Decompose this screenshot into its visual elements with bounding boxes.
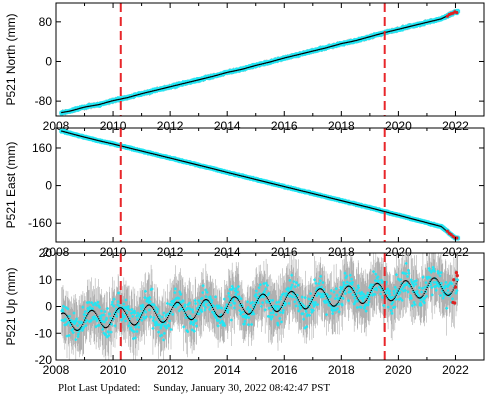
model-trace [61,11,458,114]
panel-plot-area [59,8,461,116]
panel-1: 2008 2010 2012 2014 2016 2018 2020 2022-80080P5… [4,2,485,133]
x-tick-label: 2018 [328,363,355,377]
y-tick-label: 10 [39,273,53,287]
footer: Plot Last Updated: Sunday, January 30, 2… [58,382,488,398]
recent-point [455,11,459,15]
y-tick-label: 20 [39,246,53,260]
x-tick-label: 2022 [442,119,469,133]
model-trace [61,277,458,331]
x-tick-label: 2016 [271,245,298,259]
recent-point [455,274,459,278]
x-tick-label: 2016 [271,363,298,377]
x-tick-label: 2020 [385,119,412,133]
x-tick-label: 2020 [385,363,412,377]
x-tick-label: 2010 [100,363,127,377]
x-tick-label: 2020 [385,245,412,259]
y-axis-label: P521 Up (mm) [4,267,18,345]
recent-point [455,236,459,240]
x-tick-label: 2018 [328,245,355,259]
recent-point [452,278,456,282]
panel-frame [55,127,485,243]
panel-2: 2008 2010 2012 2014 2016 2018 2020 2022-1600160… [4,127,485,259]
recent-point [453,285,458,289]
panel-3: 2008 2010 2012 2014 2016 2018 2020 2022 -20 -10 0 1… [4,246,485,377]
panel-plot-area [59,128,461,241]
y-tick-label: -20 [35,353,53,367]
panel-frame [55,2,485,117]
y-tick-label: 0 [45,179,52,193]
footer-label: Plot Last Updated: [58,382,141,394]
x-tick-label: 2008 [43,363,70,377]
x-tick-label: 2012 [157,119,184,133]
y-tick-label: -160 [28,216,52,230]
y-tick-label: 80 [39,15,53,29]
y-tick-label: 0 [45,300,52,314]
y-tick-label: -80 [35,94,53,108]
y-tick-label: 160 [32,141,52,155]
x-tick-label: 2012 [157,363,184,377]
x-tick-label: 2014 [214,363,241,377]
recent-point [454,270,459,275]
x-tick-label: 2014 [214,245,241,259]
y-axis-label: P521 East (mm) [4,142,18,229]
x-tick-label: 2018 [328,119,355,133]
recent-point [453,301,457,305]
x-tick-label: 2008 [43,245,70,259]
footer-date: Sunday, January 30, 2022 08:42:47 PST [153,382,331,394]
panel-plot-area [60,253,460,360]
x-tick-label: 2016 [271,119,298,133]
y-tick-label: 0 [45,54,52,68]
x-tick-label: 2012 [157,245,184,259]
x-tick-label: 2022 [442,245,469,259]
recent-point [445,229,449,233]
x-tick-label: 2014 [214,119,241,133]
y-axis-label: P521 North (mm) [4,13,18,105]
x-tick-label: 2022 [442,363,469,377]
model-trace [61,130,458,239]
y-tick-label: -10 [35,326,53,340]
